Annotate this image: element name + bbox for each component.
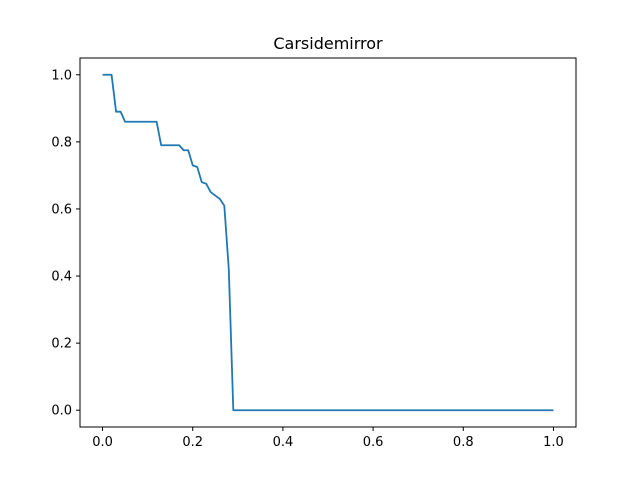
y-tick-label: 0.6 xyxy=(51,202,72,217)
y-axis: 0.0 0.2 0.4 0.6 0.8 1.0 xyxy=(51,68,80,419)
y-tick-label: 1.0 xyxy=(51,68,72,83)
x-tick-label: 0.8 xyxy=(453,435,474,450)
plot-area xyxy=(102,73,554,412)
x-tick-label: 1.0 xyxy=(543,435,564,450)
chart-title: Carsidemirror xyxy=(273,34,383,53)
x-tick-label: 0.4 xyxy=(273,435,294,450)
x-tick-label: 0.6 xyxy=(363,435,384,450)
x-tick-label: 0.2 xyxy=(182,435,203,450)
axes-frame xyxy=(79,57,577,428)
y-tick-label: 0.4 xyxy=(51,270,72,285)
x-axis: 0.0 0.2 0.4 0.6 0.8 1.0 xyxy=(92,427,564,450)
x-tick-label: 0.0 xyxy=(92,435,113,450)
y-tick-label: 0.2 xyxy=(51,337,72,352)
series-line-0 xyxy=(102,73,554,412)
y-tick-label: 0.0 xyxy=(51,404,72,419)
y-tick-label: 0.8 xyxy=(51,135,72,150)
